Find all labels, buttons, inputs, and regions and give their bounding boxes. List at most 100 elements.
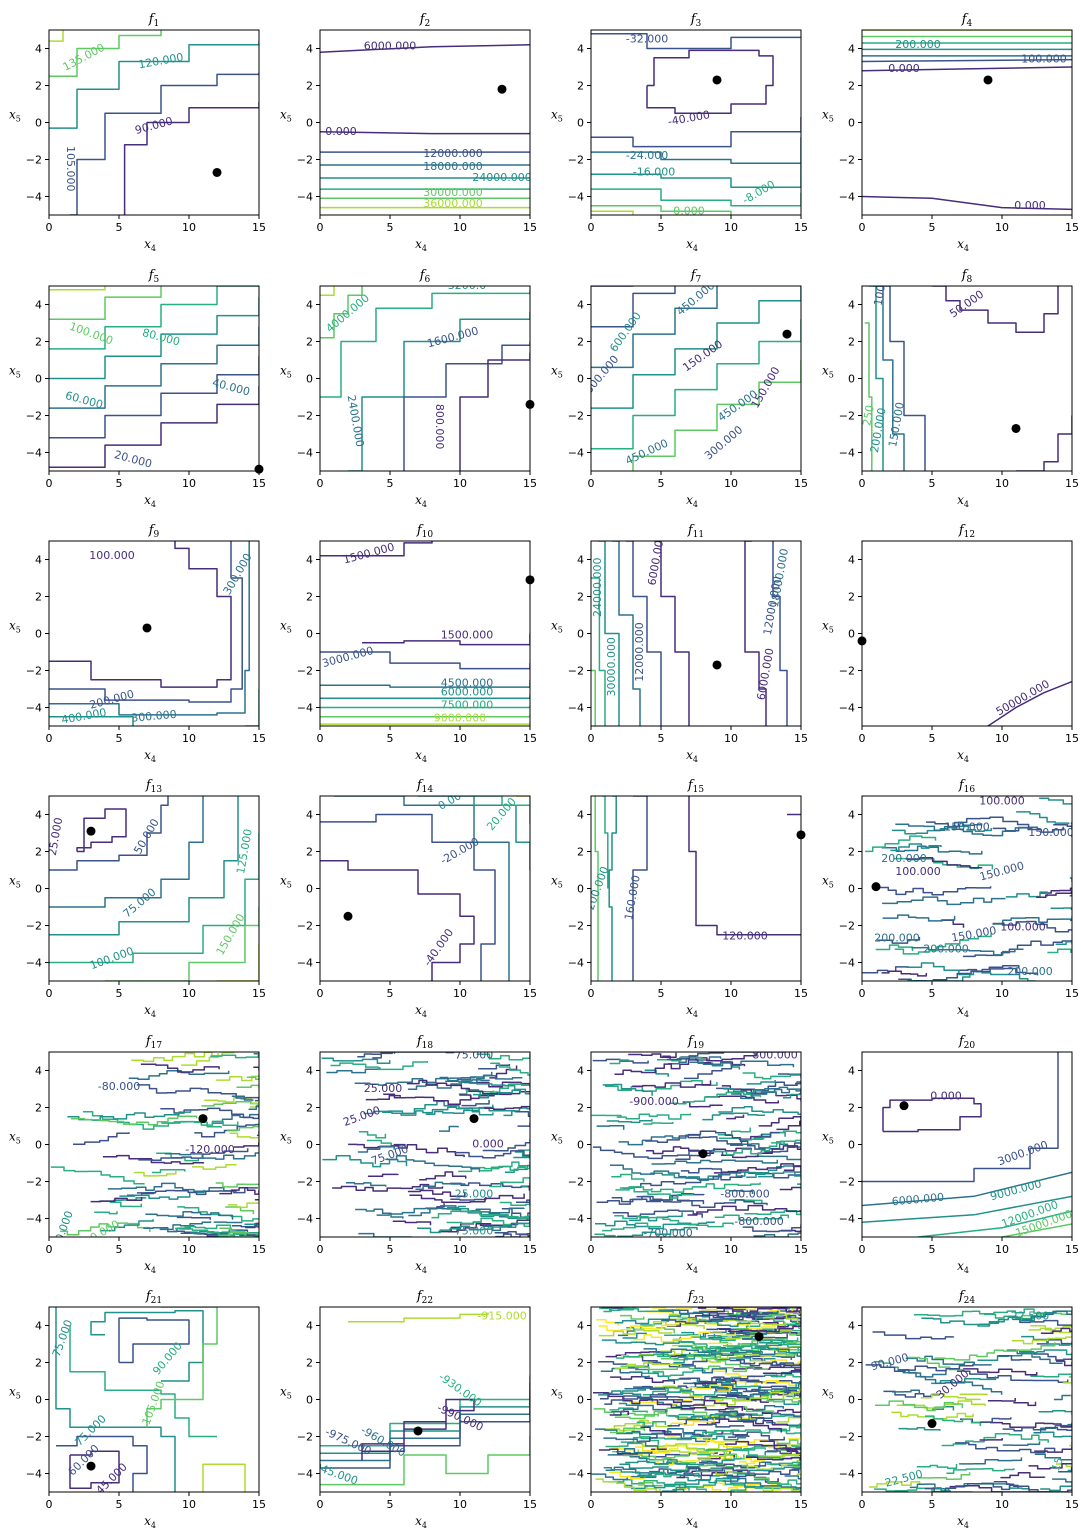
contour-line <box>596 1125 625 1130</box>
contour-line <box>1040 1482 1072 1492</box>
contour-label: -900.000 <box>629 1095 678 1108</box>
contour-line <box>1011 1334 1072 1345</box>
contour-line <box>320 286 363 339</box>
x-tick-label: 5 <box>658 732 665 745</box>
subplot-title: f20 <box>958 1034 976 1051</box>
y-tick-label: −2 <box>26 154 42 167</box>
optimum-marker <box>782 329 792 339</box>
contour-line <box>320 722 530 725</box>
contour-line <box>446 1217 530 1228</box>
contour-line <box>594 796 599 981</box>
contour-line <box>771 1139 801 1144</box>
contour-label: 100.000 <box>1000 920 1046 933</box>
contour-line <box>69 1450 120 1490</box>
contour-line <box>616 1353 669 1359</box>
y-tick-label: −2 <box>26 1176 42 1189</box>
subplot-title: f14 <box>416 778 434 795</box>
x-tick-label: 0 <box>46 987 53 1000</box>
contour-label: 15 <box>1049 1455 1066 1473</box>
x-tick-label: 5 <box>929 732 936 745</box>
contour-line <box>136 1187 259 1196</box>
x-tick-label: 10 <box>182 477 196 490</box>
contour-line <box>608 796 617 981</box>
y-tick-label: 2 <box>848 846 855 859</box>
contour-line <box>49 30 162 78</box>
contour-line <box>383 1093 472 1105</box>
contour-label: 0.000 <box>436 786 470 813</box>
contour-line <box>215 1182 259 1188</box>
subplot-f1: 135.000 120.000 105.000 90.000 0 5 10 15 4 2 0 −2 −4… <box>9 12 266 253</box>
contour-line <box>105 907 259 981</box>
contour-line <box>706 1328 788 1339</box>
y-tick-label: −2 <box>839 154 855 167</box>
contour-line <box>320 289 530 398</box>
contour-line <box>159 1224 195 1231</box>
contour-line <box>646 1146 752 1155</box>
optimum-marker <box>497 84 507 94</box>
contour-line <box>367 1173 399 1178</box>
x-tick-label: 10 <box>995 221 1009 234</box>
contour-line <box>320 44 530 53</box>
contour-line <box>711 1141 785 1156</box>
contour-line <box>146 1307 218 1428</box>
y-tick-label: 0 <box>35 883 42 896</box>
y-axis-label: x5 <box>280 1385 292 1401</box>
contour-label: 105.000 <box>140 1379 168 1426</box>
contour-line <box>916 1464 958 1470</box>
contour-line <box>795 1426 801 1429</box>
contour-line <box>862 966 910 974</box>
y-tick-label: −4 <box>297 1468 313 1481</box>
contour-line <box>1038 1409 1072 1415</box>
contour-line <box>603 1467 700 1478</box>
contour-line <box>951 826 1039 837</box>
y-axis-label: x5 <box>280 364 292 380</box>
contour-line <box>798 1321 801 1326</box>
contour-line <box>679 1375 764 1383</box>
contour-line <box>192 1164 237 1170</box>
contour-line <box>49 356 259 439</box>
x-tick-label: 10 <box>724 987 738 1000</box>
y-axis-label: x5 <box>9 108 21 124</box>
contour-line <box>320 286 335 297</box>
contour-label: -40.000 <box>49 1209 76 1253</box>
contour-label: -800.000 <box>734 1215 783 1228</box>
x-axis-label: x4 <box>686 1259 698 1275</box>
contour-line <box>598 1447 667 1455</box>
contour-label: 0.000 <box>1014 199 1046 212</box>
y-axis-label: x5 <box>551 1385 563 1401</box>
contour-line <box>176 1216 211 1220</box>
contour-line <box>516 796 530 804</box>
x-axis-label: x4 <box>415 748 427 764</box>
contour-line <box>911 946 1024 956</box>
contour-line <box>669 1091 762 1105</box>
contour-label: 2400.000 <box>345 394 367 448</box>
contour-line <box>654 541 690 726</box>
contour-label: 150.000 <box>214 912 248 958</box>
contour-line <box>623 1394 731 1401</box>
x-axis-label: x4 <box>415 1514 427 1529</box>
y-tick-label: −4 <box>297 702 313 715</box>
x-tick-label: 0 <box>588 1243 595 1256</box>
y-tick-label: 4 <box>35 43 42 56</box>
y-tick-label: −4 <box>26 191 42 204</box>
x-tick-label: 5 <box>387 477 394 490</box>
contour-label: 22.500 <box>1011 1309 1050 1322</box>
contour-line <box>602 1222 662 1232</box>
contour-line <box>320 860 475 981</box>
contour-line <box>358 1130 387 1139</box>
x-tick-label: 5 <box>658 1498 665 1511</box>
contour-line <box>723 1088 777 1096</box>
y-tick-label: 0 <box>306 1139 313 1152</box>
x-tick-label: 0 <box>859 477 866 490</box>
contour-line <box>622 1175 743 1189</box>
contour-line <box>1001 1223 1072 1237</box>
contour-label: -80.000 <box>98 1080 140 1093</box>
contour-line <box>729 1359 801 1367</box>
contour-line <box>123 102 259 215</box>
contour-line <box>236 1084 259 1089</box>
contour-line <box>620 1429 740 1443</box>
contour-line <box>992 920 1072 933</box>
contour-line <box>504 1164 530 1173</box>
contour-label: 160.000 <box>622 874 643 921</box>
